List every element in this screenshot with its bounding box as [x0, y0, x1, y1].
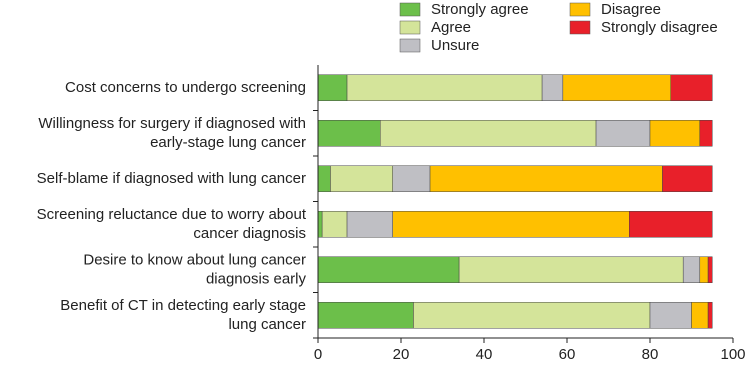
legend-swatch — [399, 20, 421, 35]
bar-segment — [380, 120, 597, 147]
bar-segment — [317, 74, 348, 101]
bar-segment — [662, 165, 713, 192]
category-label: Cost concerns to undergo screening — [65, 79, 306, 96]
bar-segment — [413, 302, 651, 329]
category-label: Willingness for surgery if diagnosed wit… — [38, 115, 306, 151]
legend-label: Unsure — [431, 37, 479, 54]
legend-label: Agree — [431, 19, 471, 36]
category-label-line: Cost concerns to undergo screening — [65, 79, 306, 96]
bar-segment — [321, 211, 348, 238]
category-label-line: Benefit of CT in detecting early stage — [60, 297, 306, 314]
x-tick-label: 100 — [720, 346, 745, 363]
category-label: Benefit of CT in detecting early stage lu… — [60, 297, 306, 333]
bar-segment — [346, 74, 543, 101]
bar-segment — [392, 165, 431, 192]
bar-segment — [562, 74, 671, 101]
category-label-line: Screening reluctance due to worry about — [37, 206, 307, 223]
legend-swatch — [399, 2, 421, 17]
legend-label: Strongly disagree — [601, 19, 718, 36]
legend-label: Strongly agree — [431, 1, 529, 18]
bar-segment — [699, 120, 713, 147]
bar-segment — [707, 302, 713, 329]
bar-segment — [317, 256, 460, 283]
bar-segment — [670, 74, 713, 101]
category-label-line: lung cancer — [228, 316, 306, 333]
category-label-line: early-stage lung cancer — [150, 134, 306, 151]
category-label-line: cancer diagnosis — [193, 225, 306, 242]
category-label-line: Self-blame if diagnosed with lung cancer — [37, 170, 306, 187]
x-tick-label: 80 — [642, 346, 659, 363]
category-label: Screening reluctance due to worry about c… — [37, 206, 307, 242]
x-tick-label: 0 — [314, 346, 322, 363]
x-tick-label: 40 — [476, 346, 493, 363]
bar-segment — [649, 302, 692, 329]
legend-swatch — [569, 20, 591, 35]
legend-label: Disagree — [601, 1, 661, 18]
legend-swatch — [399, 38, 421, 53]
category-label-line: diagnosis early — [206, 270, 307, 287]
bar-segment — [629, 211, 713, 238]
bar-segment — [317, 302, 414, 329]
bar-segment — [707, 256, 713, 283]
category-label: Self-blame if diagnosed with lung cancer — [37, 170, 306, 187]
bar-segment — [317, 120, 381, 147]
x-tick-label: 60 — [559, 346, 576, 363]
x-tick-label: 20 — [393, 346, 410, 363]
bar-segment — [317, 165, 331, 192]
bar-segment — [541, 74, 564, 101]
category-label: Desire to know about lung cancer diagnosi… — [83, 251, 306, 287]
bar-segment — [649, 120, 701, 147]
bar-segment — [699, 256, 709, 283]
bar-segment — [458, 256, 684, 283]
bar-segment — [682, 256, 701, 283]
bar-segment — [429, 165, 663, 192]
category-label-line: Desire to know about lung cancer — [83, 251, 306, 268]
bar-segment — [330, 165, 393, 192]
bar-segment — [346, 211, 393, 238]
bar-segment — [392, 211, 630, 238]
bar-segment — [595, 120, 651, 147]
bar-segment — [691, 302, 709, 329]
bar-segment — [317, 211, 323, 238]
category-label-line: Willingness for surgery if diagnosed wit… — [38, 115, 306, 132]
legend-swatch — [569, 2, 591, 17]
